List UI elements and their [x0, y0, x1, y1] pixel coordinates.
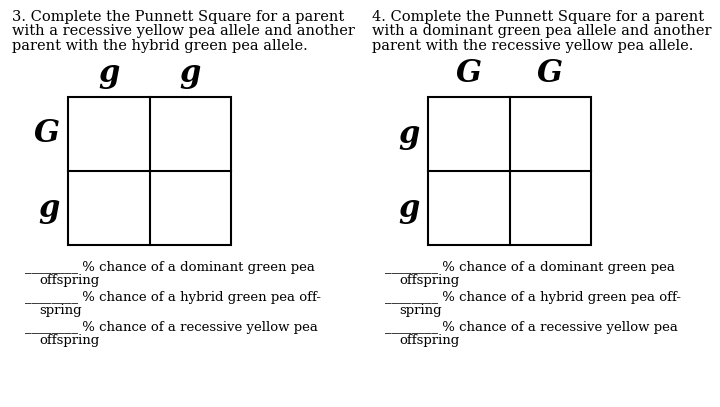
- Bar: [68, 97, 231, 245]
- Text: with a recessive yellow pea allele and another: with a recessive yellow pea allele and a…: [12, 24, 355, 39]
- Text: g: g: [179, 58, 201, 89]
- Bar: [428, 97, 591, 245]
- Text: ________ % chance of a dominant green pea: ________ % chance of a dominant green pe…: [25, 261, 315, 274]
- Text: ________ % chance of a recessive yellow pea: ________ % chance of a recessive yellow …: [25, 321, 318, 334]
- Text: offspring: offspring: [399, 334, 459, 347]
- Text: 4. Complete the Punnett Square for a parent: 4. Complete the Punnett Square for a par…: [372, 10, 704, 24]
- Text: g: g: [399, 193, 420, 223]
- Text: with a dominant green pea allele and another: with a dominant green pea allele and ano…: [372, 24, 711, 39]
- Text: G: G: [537, 58, 563, 89]
- Text: parent with the recessive yellow pea allele.: parent with the recessive yellow pea all…: [372, 39, 693, 53]
- Text: parent with the hybrid green pea allele.: parent with the hybrid green pea allele.: [12, 39, 307, 53]
- Text: ________ % chance of a recessive yellow pea: ________ % chance of a recessive yellow …: [385, 321, 678, 334]
- Text: G: G: [34, 118, 60, 149]
- Text: spring: spring: [39, 304, 81, 317]
- Text: g: g: [98, 58, 120, 89]
- Text: ________ % chance of a hybrid green pea off-: ________ % chance of a hybrid green pea …: [25, 291, 321, 304]
- Text: ________ % chance of a hybrid green pea off-: ________ % chance of a hybrid green pea …: [385, 291, 681, 304]
- Text: g: g: [39, 193, 60, 223]
- Text: offspring: offspring: [39, 334, 99, 347]
- Text: g: g: [399, 118, 420, 149]
- Text: offspring: offspring: [399, 274, 459, 287]
- Text: offspring: offspring: [39, 274, 99, 287]
- Text: 3. Complete the Punnett Square for a parent: 3. Complete the Punnett Square for a par…: [12, 10, 344, 24]
- Text: ________ % chance of a dominant green pea: ________ % chance of a dominant green pe…: [385, 261, 675, 274]
- Text: G: G: [456, 58, 482, 89]
- Text: spring: spring: [399, 304, 441, 317]
